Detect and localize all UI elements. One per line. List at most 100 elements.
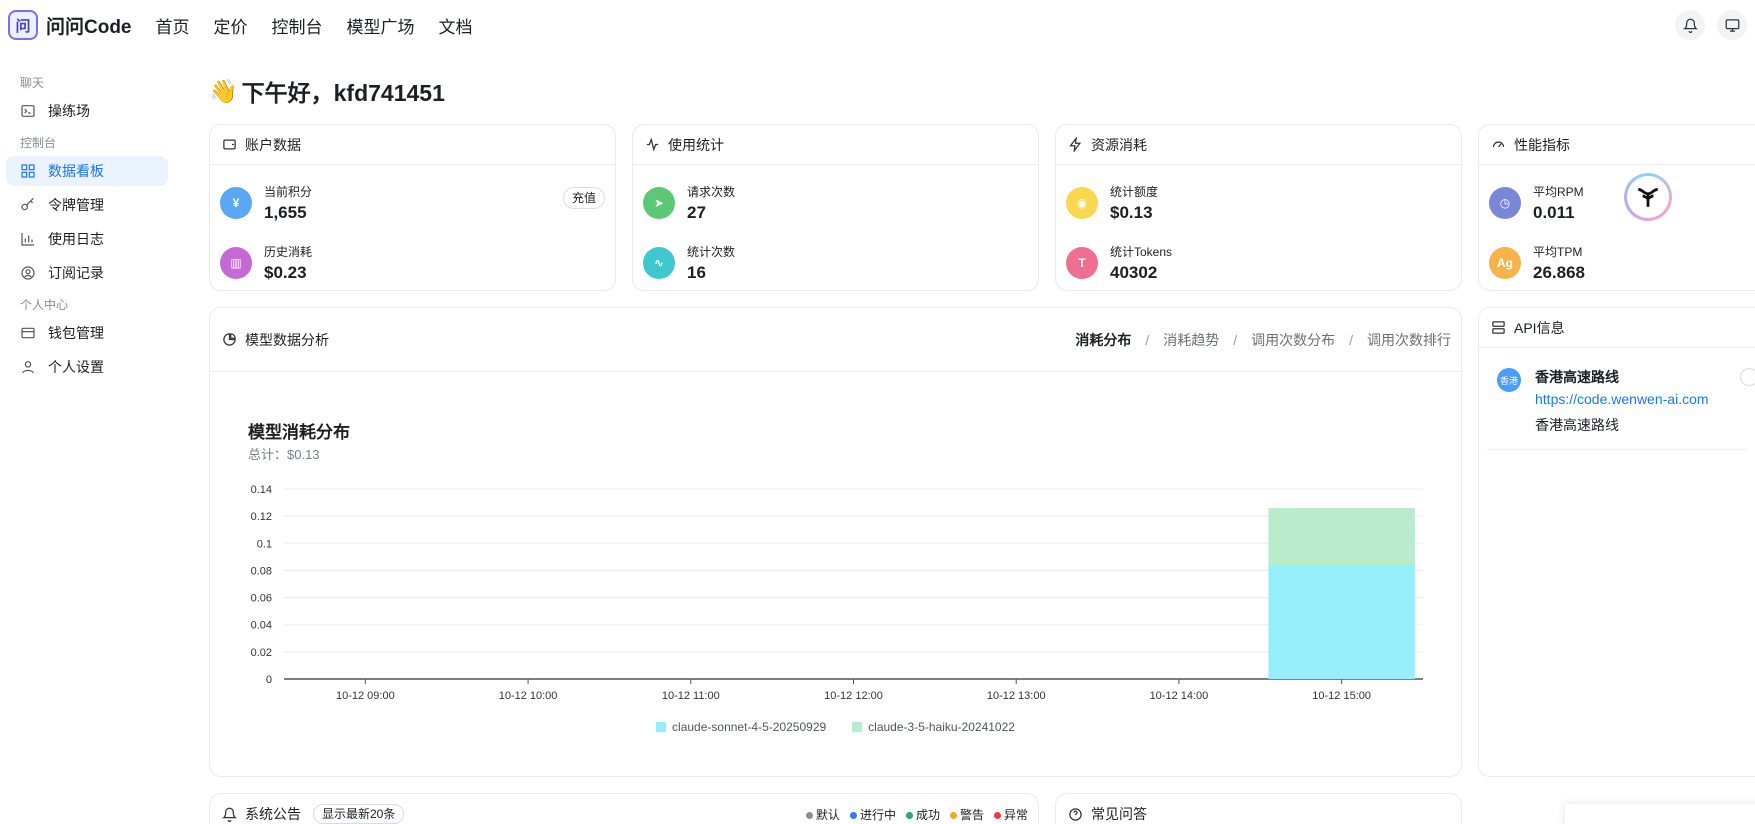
api-route-url[interactable]: https://code.wenwen-ai.com [1535,391,1709,407]
nav-model-square[interactable]: 模型广场 [346,17,415,37]
nav-docs[interactable]: 文档 [438,17,473,37]
region-badge: 香港 [1497,368,1521,392]
sidebar-group-chat: 聊天 [20,76,45,90]
sidebar-item-wallet[interactable]: 钱包管理 [6,318,168,348]
x-tick-label: 10-12 11:00 [662,690,720,702]
brand-logo[interactable]: 问 问问Code [8,10,132,40]
card-title: 账户数据 [245,136,301,153]
card-title: 资源消耗 [1091,136,1147,153]
stat-value: 16 [687,263,706,282]
y-tick-label: 0.08 [251,565,272,577]
stat-label: 统计次数 [687,245,736,259]
tab-call-ranking[interactable]: 调用次数排行 [1367,332,1451,348]
stat-value: 40302 [1110,263,1158,282]
nav-console[interactable]: 控制台 [271,17,323,37]
performance-card: 性能指标 ◷ 平均RPM 0.011 Ag 平均TPM 26.868 [1478,124,1755,291]
stat-value: $0.23 [264,263,307,282]
sidebar: 聊天 操练场 控制台 数据看板 令牌管理 使用日志 订阅记录 个人中心 钱包管理… [0,70,180,386]
tab-separator: / [1233,332,1238,348]
sidebar-item-playground[interactable]: 操练场 [6,96,168,126]
sidebar-item-label: 钱包管理 [48,325,104,341]
x-tick-label: 10-12 12:00 [824,690,883,702]
notification-bell-button[interactable] [1675,10,1705,40]
legend-label: claude-3-5-haiku-20241022 [868,720,1015,734]
y-tick-label: 0 [266,674,272,686]
floating-panel[interactable] [1565,804,1755,824]
sidebar-item-label: 个人设置 [48,359,104,375]
bar-0-6 [1268,565,1415,679]
sidebar-item-subscriptions[interactable]: 订阅记录 [6,258,168,288]
legend-swatch [656,722,667,732]
floating-assistant-icon[interactable] [1624,173,1672,221]
chart-title: 模型消耗分布 [248,423,350,442]
status-warning: 警告 [949,806,984,823]
top-nav: 问 问问Code 首页 定价 控制台 模型广场 文档 [0,0,1755,50]
status-default: 默认 [805,806,840,823]
api-copy-button[interactable] [1740,368,1755,386]
dashboard-icon [21,164,35,178]
x-tick-label: 10-12 15:00 [1312,690,1371,702]
greeting: 👋 下午好，kfd741451 [209,70,445,112]
cost-distribution-chart: 0.14 0.12 0.1 0.08 0.06 0.04 0.02 0 10-12 09:00 1… [251,484,1423,702]
sidebar-item-logs[interactable]: 使用日志 [6,224,168,254]
sidebar-item-label: 令牌管理 [48,197,104,213]
recharge-button[interactable]: 充值 [562,187,605,209]
status-error: 异常 [993,806,1028,823]
faq-card: 常见问答 [1055,793,1462,824]
card-title: 模型数据分析 [245,331,329,348]
lightning-icon [1069,137,1082,152]
tab-separator: / [1145,332,1150,348]
legend-item[interactable]: claude-3-5-haiku-20241022 [852,720,1015,734]
chart-subtitle: 总计：$0.13 [248,447,320,462]
wallet-icon [223,139,236,150]
status-success: 成功 [905,806,940,823]
sidebar-item-dashboard[interactable]: 数据看板 [6,156,168,186]
y-tick-label: 0.06 [251,593,272,605]
nav-pricing[interactable]: 定价 [213,17,248,37]
x-tick-label: 10-12 13:00 [987,690,1046,702]
logo-icon: 问 [8,10,38,40]
latest-20-tag[interactable]: 显示最新20条 [313,804,405,824]
stat-label: 统计Tokens [1110,245,1173,259]
bar-chart-icon [21,233,34,246]
display-mode-button[interactable] [1717,10,1747,40]
api-info-card: API信息 香港 香港高速路线 https://code.wenwen-ai.c… [1478,307,1755,777]
tab-cost-distribution[interactable]: 消耗分布 [1075,332,1132,348]
stat-value: 26.868 [1533,263,1585,282]
card-title: 系统公告 [245,806,301,822]
card-title: 性能指标 [1514,136,1570,153]
legend-swatch [852,722,863,732]
tab-cost-trend[interactable]: 消耗趋势 [1163,332,1220,348]
card-title: 使用统计 [668,136,724,153]
person-icon [22,361,34,374]
y-tick-label: 0.14 [251,484,272,496]
points-icon: ¥ [220,187,252,219]
stopwatch-icon: ◷ [1489,187,1521,219]
pie-chart-icon [223,333,236,346]
sidebar-group-personal: 个人中心 [20,298,69,312]
wave-icon: 👋 [209,77,238,104]
account-card: 账户数据 ¥ 当前积分 1,655 充值 ▥ 历史消耗 $0.23 [209,124,616,291]
sidebar-item-label: 使用日志 [48,231,104,247]
stat-label: 平均TPM [1533,245,1583,259]
stat-value: 0.011 [1533,203,1575,222]
pulse-icon: ∿ [643,247,675,279]
y-tick-label: 0.1 [257,538,272,550]
stat-value: $0.13 [1110,203,1153,222]
tab-call-distribution[interactable]: 调用次数分布 [1251,332,1336,348]
sidebar-item-tokens[interactable]: 令牌管理 [6,190,168,220]
send-icon: ➤ [643,187,675,219]
key-icon [21,197,34,211]
stat-label: 当前积分 [264,185,313,199]
analysis-tabs: 消耗分布 / 消耗趋势 / 调用次数分布 / 调用次数排行 [1075,330,1451,350]
x-tick-label: 10-12 10:00 [499,690,558,702]
sidebar-item-settings[interactable]: 个人设置 [6,352,168,382]
brand-name: 问问Code [46,16,132,38]
usage-card: 使用统计 ➤ 请求次数 27 ∿ 统计次数 16 [632,124,1039,291]
legend-item[interactable]: claude-sonnet-4-5-20250929 [656,720,826,734]
api-route-desc: 香港高速路线 [1535,417,1619,433]
nav-home[interactable]: 首页 [155,17,190,37]
sidebar-item-label: 操练场 [48,103,90,119]
api-route-item[interactable]: 香港 香港高速路线 https://code.wenwen-ai.com 香港高… [1487,363,1755,450]
user-circle-icon [21,266,35,280]
